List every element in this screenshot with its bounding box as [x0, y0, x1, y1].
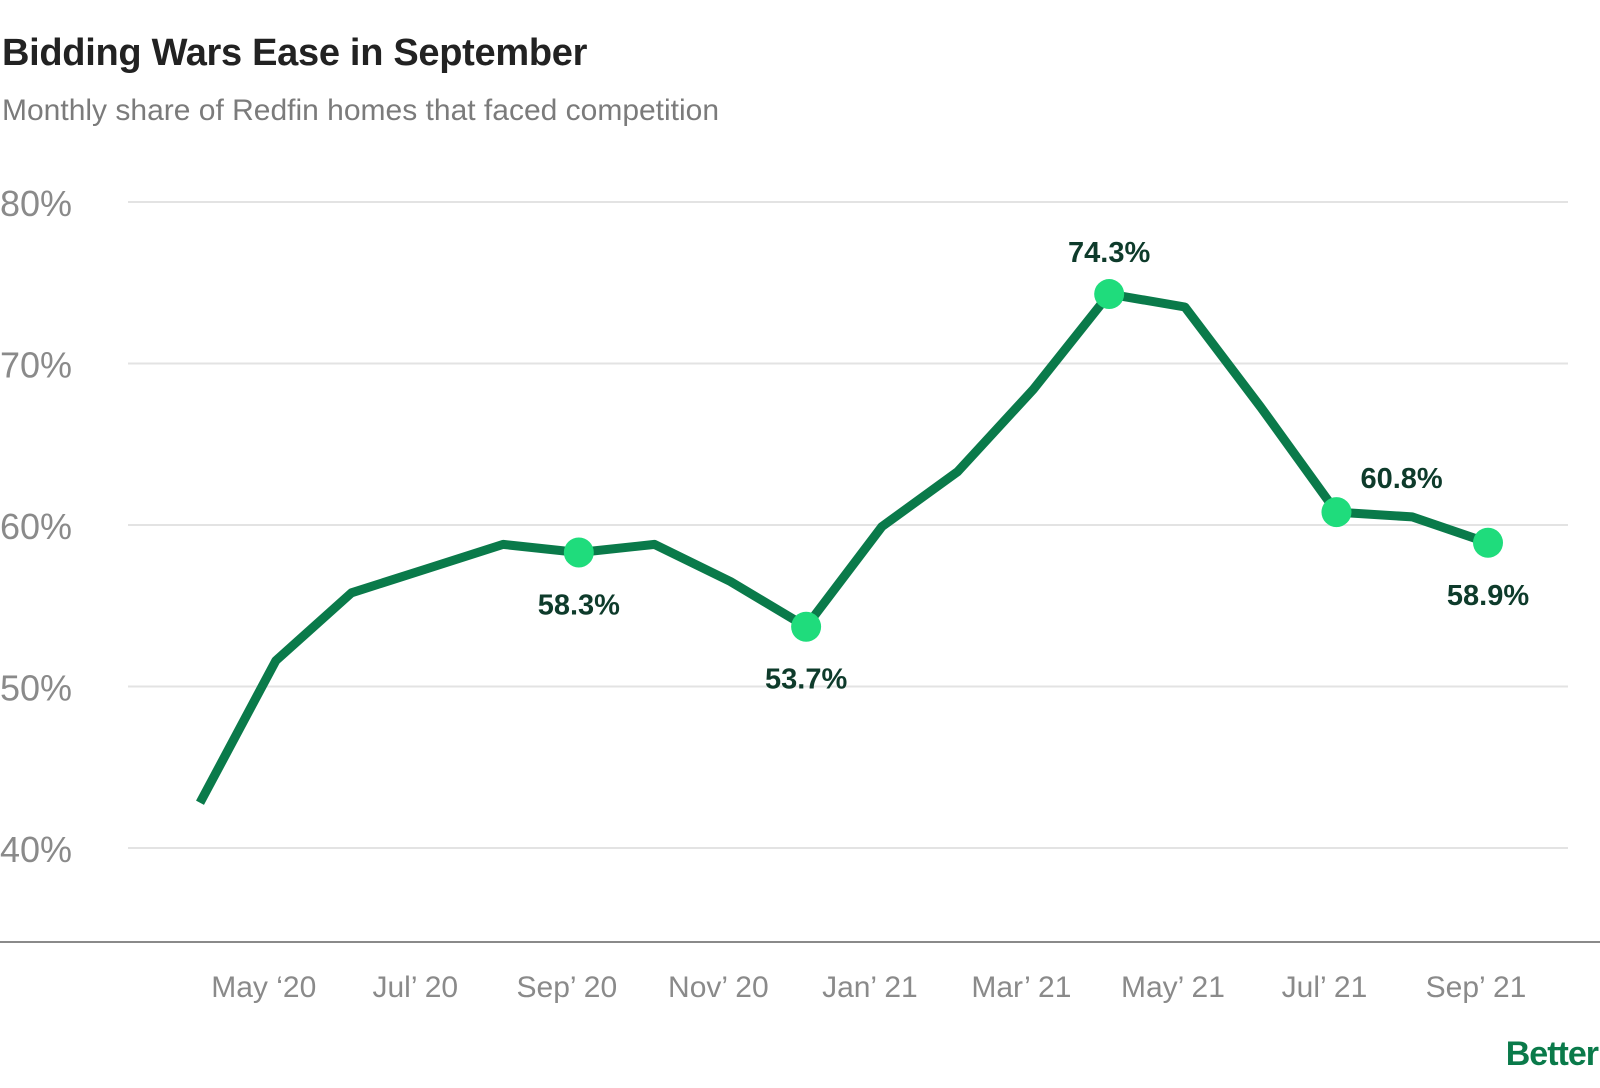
x-tick-label: May ‘20 [211, 971, 316, 1004]
y-tick-label: 70% [0, 345, 72, 386]
data-label: 60.8% [1360, 463, 1442, 495]
brand-logo: Better [1505, 1035, 1599, 1073]
data-point-marker [1473, 527, 1503, 558]
x-tick-label: Mar’ 21 [971, 971, 1071, 1004]
data-point-marker [791, 611, 822, 642]
x-tick-label: Jan’ 21 [822, 971, 918, 1004]
y-axis-ticks: 40% 50% 60% 70% 80% [0, 183, 72, 870]
x-tick-label: Jul’ 20 [372, 971, 458, 1004]
x-axis-ticks: May ‘20 Jul’ 20 Sep’ 20 Nov’ 20 Jan’ 21 Mar’ … [211, 971, 1526, 1004]
data-label: 74.3% [1068, 237, 1150, 269]
y-tick-label: 80% [0, 183, 72, 224]
x-tick-label: Jul’ 21 [1282, 971, 1368, 1004]
markers [563, 279, 1503, 642]
x-tick-label: Sep’ 20 [517, 971, 618, 1004]
data-label: 58.9% [1447, 580, 1529, 612]
chart-subtitle: Monthly share of Redfin homes that faced… [2, 94, 720, 127]
data-point-marker [1094, 279, 1125, 310]
gridlines [128, 201, 1568, 849]
y-tick-label: 40% [0, 829, 72, 870]
data-point-marker [1321, 497, 1352, 528]
data-label: 53.7% [765, 664, 847, 696]
data-point-marker [563, 537, 594, 568]
chart-title: Bidding Wars Ease in September [2, 32, 588, 74]
x-tick-label: Nov’ 20 [668, 971, 769, 1004]
series-line [196, 289, 1490, 805]
data-label: 58.3% [538, 589, 620, 621]
data-labels: 58.3% 53.7% 74.3% 60.8% 58.9% [538, 237, 1530, 696]
y-tick-label: 60% [0, 506, 72, 547]
x-tick-label: Sep’ 21 [1426, 971, 1527, 1004]
series [196, 289, 1490, 805]
x-tick-label: May’ 21 [1121, 971, 1225, 1004]
y-tick-label: 50% [0, 668, 72, 709]
